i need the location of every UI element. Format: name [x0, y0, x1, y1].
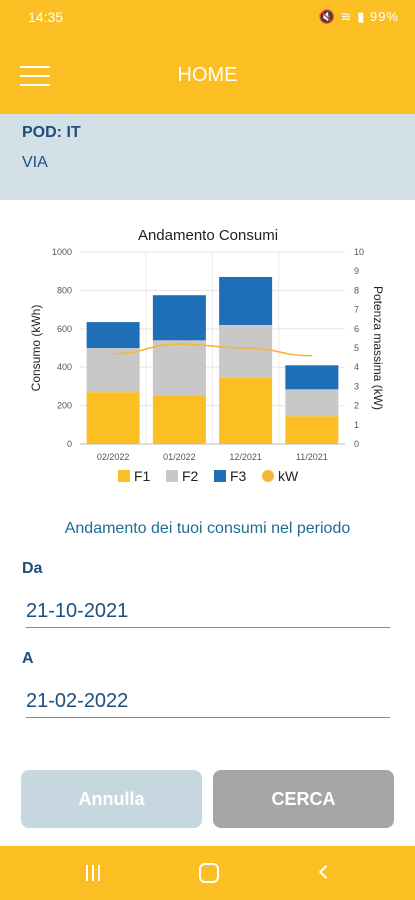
from-date-input[interactable] — [26, 596, 390, 628]
bar-f2-1 — [152, 340, 206, 396]
y2-tick-label: 2 — [354, 401, 359, 411]
status-icons: 🔇 ≋ ▮ 99% — [319, 9, 399, 25]
pod-label: POD: IT — [22, 124, 81, 141]
y2-tick-label: 10 — [354, 247, 364, 257]
pod-info: POD: IT VIA — [0, 114, 415, 200]
bar-f2-0 — [86, 348, 140, 393]
legend-label-f2: F2 — [182, 468, 199, 484]
x-tick-label: 02/2022 — [97, 452, 130, 462]
chart-title: Andamento Consumi — [138, 227, 278, 244]
search-button[interactable]: CERCA — [213, 770, 394, 828]
status-bar: 14:35 🔇 ≋ ▮ 99% — [0, 0, 415, 34]
legend-swatch-f3 — [214, 470, 226, 482]
line-kw — [113, 343, 312, 357]
y2-axis-label: Potenza massima (kW) — [371, 286, 385, 410]
battery-level: 99% — [369, 9, 399, 24]
to-label: A — [22, 650, 34, 667]
bar-f1-1 — [152, 396, 206, 444]
legend-swatch-kw — [262, 470, 274, 482]
y-axis-label: Consumo (kWh) — [29, 305, 43, 392]
y2-tick-label: 3 — [354, 381, 359, 391]
bar-f1-3 — [285, 416, 339, 444]
y2-tick-label: 6 — [354, 324, 359, 334]
y2-tick-label: 1 — [354, 420, 359, 430]
home-icon[interactable] — [194, 861, 224, 885]
y2-tick-label: 7 — [354, 305, 359, 315]
x-tick-label: 11/2021 — [296, 452, 328, 462]
bar-f3-0 — [86, 322, 140, 348]
y2-tick-label: 5 — [354, 343, 359, 353]
signal-icon: ▮ — [357, 9, 366, 24]
app-header: 14:35 🔇 ≋ ▮ 99% HOME — [0, 0, 415, 114]
y-tick-label: 400 — [57, 362, 72, 372]
x-tick-label: 12/2021 — [229, 452, 262, 462]
back-icon[interactable] — [312, 861, 342, 885]
y2-tick-label: 0 — [354, 439, 359, 449]
y-tick-label: 600 — [57, 324, 72, 334]
legend-swatch-f2 — [166, 470, 178, 482]
y2-tick-label: 8 — [354, 285, 359, 295]
legend-swatch-f1 — [118, 470, 130, 482]
from-label: Da — [22, 560, 43, 577]
y-tick-label: 0 — [67, 439, 72, 449]
to-date-input[interactable] — [26, 686, 390, 718]
system-nav-bar — [0, 846, 415, 900]
y-tick-label: 1000 — [52, 247, 72, 257]
period-description: Andamento dei tuoi consumi nel periodo — [64, 520, 351, 537]
legend-label-f1: F1 — [134, 468, 151, 484]
bar-f3-3 — [285, 365, 339, 390]
x-tick-label: 01/2022 — [163, 452, 196, 462]
bar-f1-0 — [86, 392, 140, 444]
bar-f3-1 — [152, 295, 206, 341]
y2-tick-label: 9 — [354, 266, 359, 276]
y2-tick-label: 4 — [354, 362, 359, 372]
bar-f2-2 — [219, 324, 273, 378]
legend-label-f3: F3 — [230, 468, 247, 484]
bar-f1-2 — [219, 377, 273, 444]
status-time: 14:35 — [28, 9, 64, 25]
y-tick-label: 200 — [57, 401, 72, 411]
legend-label-kw: kW — [278, 468, 299, 484]
mute-icon: 🔇 — [318, 9, 337, 24]
y-tick-label: 800 — [57, 285, 72, 295]
recent-apps-icon[interactable] — [78, 861, 108, 885]
page-title: HOME — [177, 64, 238, 86]
pod-address: VIA — [22, 154, 48, 171]
consumption-chart: Andamento Consumi 0 200 400 600 800 1000 0 1 2 3 4 5… — [29, 227, 385, 484]
wifi-icon: ≋ — [340, 9, 353, 24]
bar-f3-2 — [219, 276, 273, 325]
cancel-button[interactable]: Annulla — [21, 770, 202, 828]
hamburger-menu-icon[interactable] — [20, 64, 50, 88]
bar-f2-3 — [285, 389, 339, 417]
